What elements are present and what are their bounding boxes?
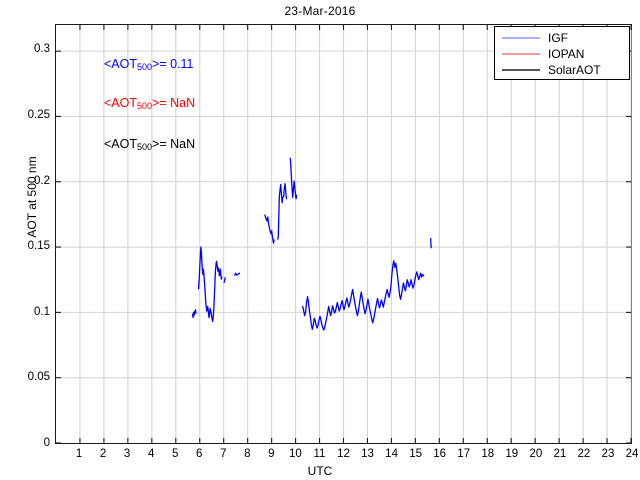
legend: IGF IOPAN SolarAOT [494,26,630,80]
x-tick-label: 13 [361,448,374,460]
y-tick-label: 0.3 [34,43,50,56]
x-tick-label: 7 [220,448,227,460]
x-tick-label: 8 [244,448,251,460]
x-tick-label: 15 [409,448,423,460]
chart-title: 23-Mar-2016 [284,4,356,18]
legend-label-igf: IGF [548,31,568,45]
x-axis-label: UTC [307,464,333,478]
y-tick-label: 0.1 [34,305,50,318]
y-tick-label: 0.25 [27,108,50,121]
annotation-igf-mean: <AOT500>= 0.11 [104,57,194,72]
x-tick-label: 4 [147,448,155,460]
legend-item-igf: IGF [495,30,629,46]
x-tick-label: 12 [337,448,350,460]
x-tick-label: 10 [289,448,302,460]
x-tick-label: 5 [172,448,179,460]
x-tick-label: 2 [99,448,107,460]
x-tick-label: 23 [601,448,615,460]
legend-label-solaraot: SolarAOT [548,63,601,77]
x-tick-label: 9 [268,448,275,460]
y-tick-label: 0.05 [27,371,50,384]
x-tick-label: 21 [553,448,567,460]
x-tick-label: 24 [625,448,639,460]
data-series-layer [56,25,631,443]
x-tick-label: 6 [196,448,203,460]
grid-lines [56,25,631,443]
x-tick-label: 18 [481,448,495,460]
legend-swatch-solaraot [502,69,540,71]
legend-label-iopan: IOPAN [548,47,585,61]
y-tick-label: 0 [43,437,50,449]
x-tick-label: 14 [385,448,398,460]
x-tick-label: 3 [123,448,131,460]
annotation-solaraot-mean: <AOT500>= NaN [104,137,196,152]
legend-item-solaraot: SolarAOT [495,62,629,78]
x-tick-label: 1 [75,448,83,460]
legend-swatch-igf [502,37,540,39]
x-tick-label: 16 [433,448,447,460]
x-tick-label: 19 [505,448,519,460]
legend-swatch-iopan [502,53,540,55]
x-tick-label: 11 [313,448,326,460]
annotation-iopan-mean: <AOT500>= NaN [104,96,196,111]
x-tick-label: 20 [529,448,543,460]
x-tick-label: 22 [577,448,591,460]
y-axis-label: AOT at 500 nm [25,156,39,238]
x-tick-label: 17 [457,448,471,460]
legend-item-iopan: IOPAN [495,46,629,62]
plot-area [55,24,632,444]
